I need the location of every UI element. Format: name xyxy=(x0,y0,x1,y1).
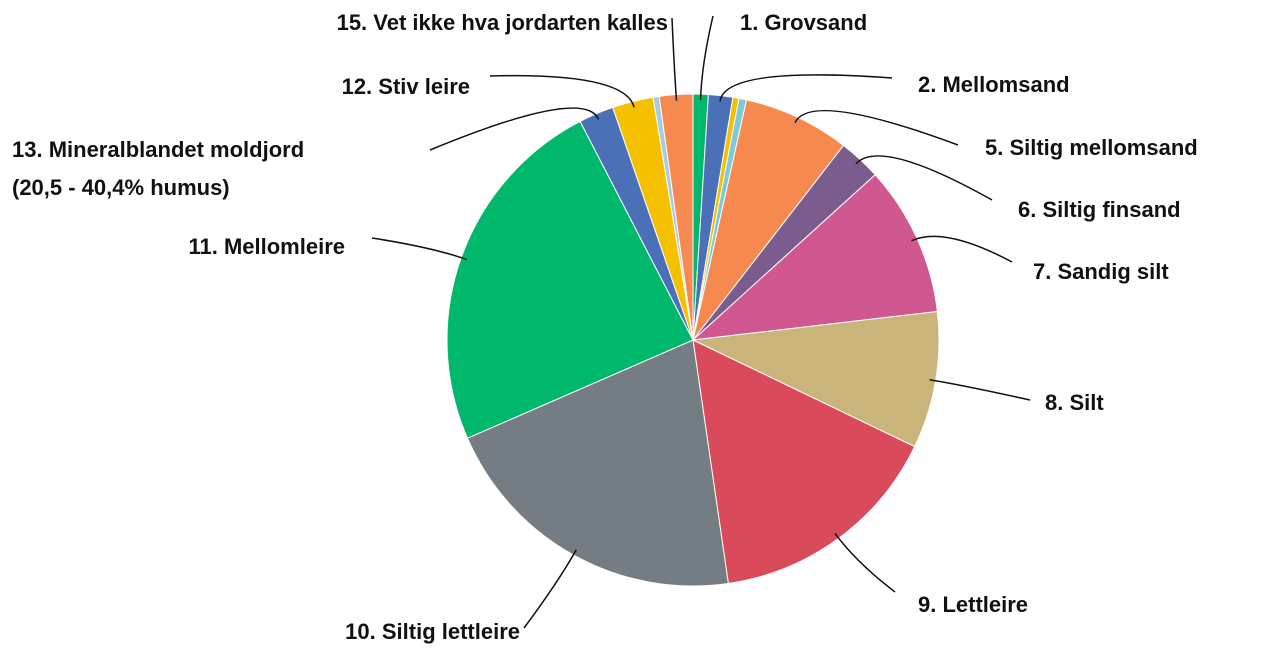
slice-label: 12. Stiv leire xyxy=(341,74,470,99)
slice-label: 1. Grovsand xyxy=(740,10,868,35)
leader-line xyxy=(834,533,896,593)
leader-line xyxy=(855,155,993,201)
slice-label: 11. Mellomleire xyxy=(188,234,345,259)
slice-label: 6. Siltig finsand xyxy=(1018,197,1181,222)
slice-label: 15. Vet ikke hva jordarten kalles xyxy=(336,10,668,35)
slice-label: 7. Sandig silt xyxy=(1033,259,1169,284)
pie-slice xyxy=(692,99,845,341)
slice-label: 10. Siltig lettleire xyxy=(345,619,520,644)
leader-line xyxy=(794,109,959,146)
leader-line xyxy=(489,74,635,108)
slice-label: 9. Lettleire xyxy=(918,592,1029,617)
leader-line xyxy=(429,107,600,151)
leader-line xyxy=(523,549,577,629)
slice-label: 5. Siltig mellomsand xyxy=(985,135,1198,160)
leader-line xyxy=(719,74,893,102)
leader-line xyxy=(699,15,714,101)
slice-label: 2. Mellomsand xyxy=(918,72,1070,97)
leader-line xyxy=(671,17,678,101)
slice-label: 8. Silt xyxy=(1045,390,1104,415)
leader-line xyxy=(371,237,468,261)
leader-line xyxy=(911,235,1013,263)
slice-label: 13. Mineralblandet moldjord (20,5 - 40,4… xyxy=(12,137,305,200)
leader-line xyxy=(929,378,1031,401)
